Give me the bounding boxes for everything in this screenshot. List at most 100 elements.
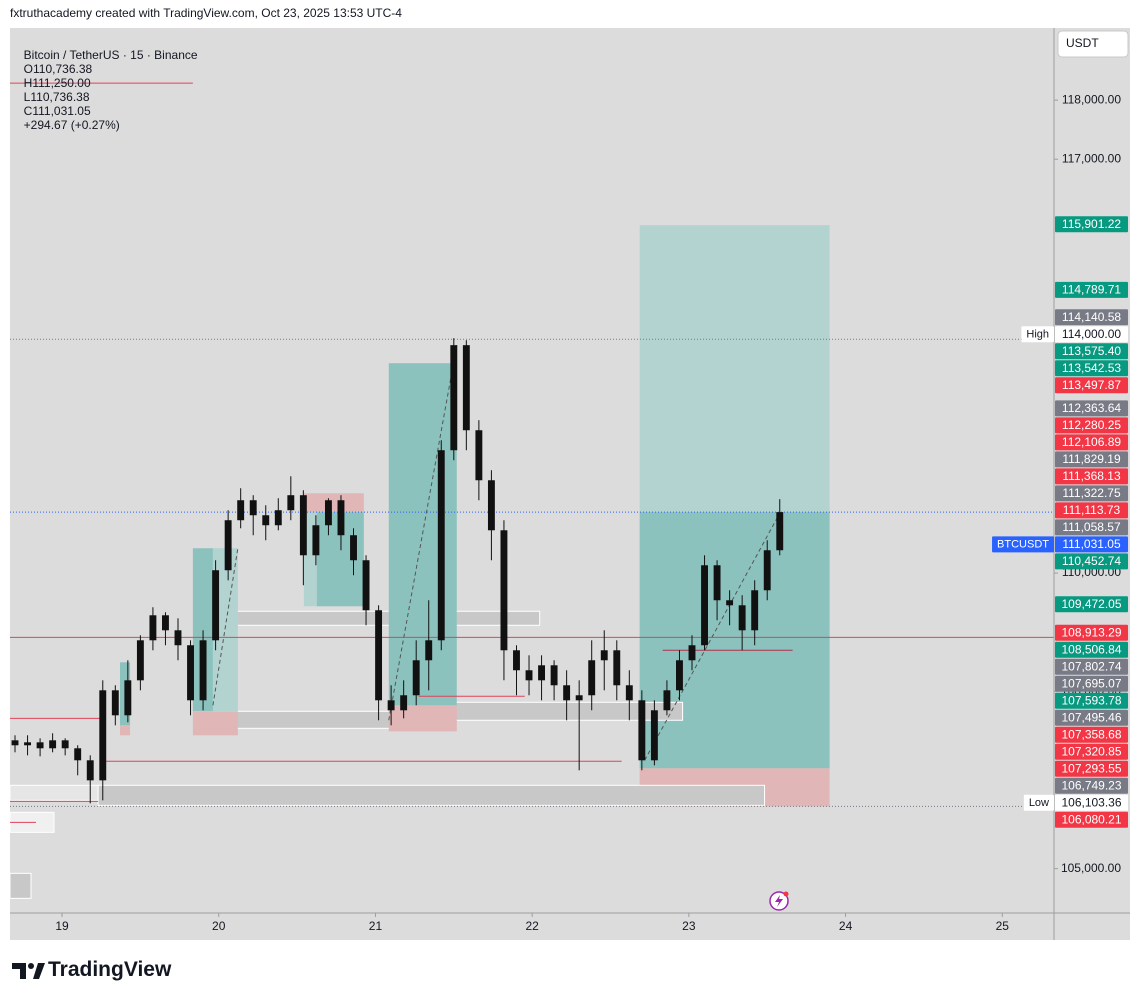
- currency-button[interactable]: [1057, 30, 1129, 58]
- zone: [120, 725, 131, 736]
- drawing-line: [388, 345, 458, 721]
- candle-body: [212, 570, 220, 641]
- price-label-box: [1055, 624, 1128, 641]
- brand-logo: [12, 963, 45, 979]
- price-label-box: [1055, 343, 1128, 360]
- candle-body: [124, 680, 132, 716]
- price-label-box: [1055, 502, 1128, 519]
- price-label: 114,140.58: [1062, 310, 1121, 324]
- zone: [639, 512, 830, 769]
- price-label-box: [1055, 553, 1128, 570]
- price-label-box: [1055, 360, 1128, 377]
- price-label: 111,113.73: [1063, 503, 1121, 517]
- candle-body: [199, 640, 207, 701]
- field-value: 111,250.00: [32, 76, 91, 90]
- symbol-legend: Bitcoin / TetherUS · 15 · Binance O110,7…: [17, 34, 204, 132]
- candle-body: [49, 740, 57, 749]
- candle-body: [425, 640, 433, 661]
- x-tick-label: 25: [996, 919, 1010, 933]
- candle-body: [525, 670, 533, 681]
- candle-body: [224, 520, 232, 571]
- zone: [10, 872, 32, 899]
- candle-body: [111, 690, 119, 716]
- field-value: 110,736.38: [30, 90, 90, 104]
- candle-body: [61, 740, 69, 749]
- candle-body: [24, 742, 31, 746]
- price-label: 112,280.25: [1062, 418, 1121, 432]
- candle-body: [337, 500, 345, 536]
- candle-body: [613, 650, 621, 686]
- price-label-box: [1055, 485, 1128, 502]
- price-label: 107,293.55: [1061, 761, 1121, 775]
- price-label-box: [1055, 536, 1128, 553]
- price-label: 110,452.74: [1062, 554, 1121, 568]
- price-label: 107,320.85: [1061, 744, 1121, 758]
- price-label: 108,506.84: [1061, 642, 1121, 656]
- candle-body: [387, 700, 395, 711]
- price-tag-label: Low: [1029, 797, 1049, 809]
- candle-body: [274, 510, 282, 526]
- price-label: 112,106.89: [1062, 435, 1121, 449]
- price-label: 108,913.29: [1061, 625, 1121, 639]
- candle-body: [600, 650, 608, 661]
- zone: [303, 493, 364, 513]
- x-tick-label: 20: [212, 919, 226, 933]
- price-label-box: [1055, 760, 1128, 777]
- candle-body: [162, 615, 169, 631]
- price-label: 106,749.23: [1061, 778, 1121, 792]
- candle-body: [776, 512, 784, 551]
- zone: [192, 711, 238, 736]
- change: +294.67 (+0.27%): [23, 118, 120, 132]
- candle-body: [751, 590, 759, 631]
- candle-body: [638, 700, 646, 761]
- field-value: 111,031.05: [32, 104, 91, 118]
- y-tick-label: 118,000.00: [1062, 92, 1121, 106]
- candle-body: [86, 760, 94, 781]
- candle-body: [513, 650, 520, 671]
- price-label-box: [1055, 468, 1128, 485]
- candle-body: [575, 695, 583, 701]
- candle-body: [738, 605, 746, 631]
- y-tick-label: 105,000.00: [1061, 861, 1121, 875]
- candle-body: [174, 630, 182, 646]
- currency-label[interactable]: USDT: [1066, 36, 1099, 50]
- price-tag-box: [1023, 794, 1054, 811]
- price-tag-label: High: [1026, 329, 1049, 341]
- price-label-box: [1055, 658, 1128, 675]
- price-label: 113,575.40: [1062, 344, 1121, 358]
- candle-body: [99, 690, 107, 781]
- x-tick-label: 21: [369, 919, 383, 933]
- price-label: 111,829.19: [1062, 452, 1121, 466]
- drawing-line: [212, 548, 239, 706]
- price-label-box: [1055, 641, 1128, 658]
- field-key: O: [23, 62, 34, 76]
- price-label-box: [1055, 811, 1128, 828]
- alert-icon[interactable]: [769, 891, 789, 911]
- candle-body: [500, 530, 508, 651]
- candle-body: [563, 685, 571, 701]
- candle-body: [625, 685, 633, 701]
- zone: [388, 705, 457, 732]
- price-tag-box: [992, 536, 1054, 553]
- price-label-box: [1055, 777, 1128, 794]
- price-label: 111,058.57: [1062, 520, 1121, 534]
- ohlc: O110,736.38: [24, 62, 99, 76]
- price-label-box: [1055, 451, 1128, 468]
- price-label: 114,000.00: [1062, 327, 1121, 341]
- price-label-box: [1055, 216, 1128, 233]
- plot-area: [10, 82, 1054, 899]
- candle-body: [412, 660, 420, 696]
- price-label: 107,495.46: [1061, 710, 1121, 724]
- field-key: C: [23, 104, 33, 118]
- candle-body: [324, 500, 332, 526]
- candle-body: [249, 500, 257, 516]
- candle-body: [588, 660, 596, 696]
- candle-body: [763, 550, 771, 591]
- x-tick-label: 24: [839, 919, 853, 933]
- candle-body: [350, 535, 357, 561]
- candle-body: [650, 710, 658, 761]
- candle-body: [550, 665, 558, 686]
- candle-body: [11, 740, 19, 746]
- price-label: 112,363.64: [1062, 401, 1121, 415]
